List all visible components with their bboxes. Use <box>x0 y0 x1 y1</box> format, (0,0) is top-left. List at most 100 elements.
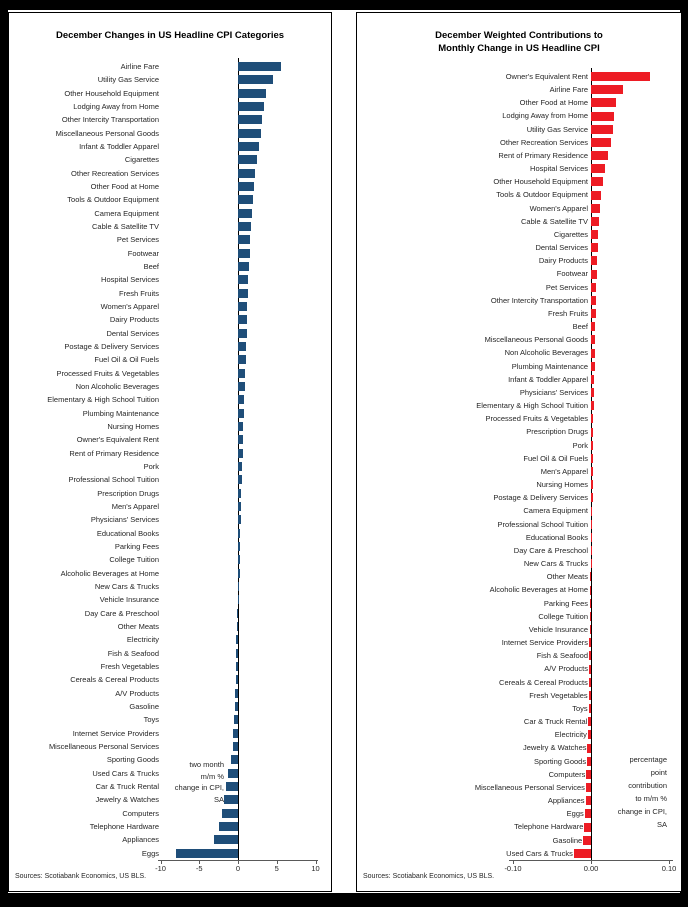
category-label: Miscellaneous Personal Goods <box>55 128 159 138</box>
category-label: Appliances <box>122 835 159 845</box>
category-label: College Tuition <box>109 555 159 565</box>
bar <box>591 309 596 319</box>
bar <box>238 302 248 312</box>
category-label: Other Recreation Services <box>500 137 588 147</box>
category-label: Fuel Oil & Oil Fuels <box>94 355 159 365</box>
bar <box>591 519 593 529</box>
x-axis-tick <box>276 860 278 864</box>
bar <box>591 322 596 332</box>
category-label: Rent of Primary Residence <box>69 448 159 458</box>
category-label: Jewelry & Watches <box>95 795 160 805</box>
category-label: Eggs <box>141 848 159 858</box>
bar <box>591 374 595 384</box>
bar <box>238 102 264 112</box>
bar <box>238 555 240 565</box>
x-axis-tick-label: 5 <box>274 864 279 873</box>
category-label: Nursing Homes <box>107 421 159 431</box>
bar <box>238 182 254 192</box>
bar <box>591 414 594 424</box>
category-label: Sporting Goods <box>533 756 587 766</box>
category-label: Postage & Delivery Services <box>493 493 588 503</box>
bar <box>591 282 597 292</box>
category-label: Owner's Equivalent Rent <box>505 72 588 81</box>
bar <box>238 395 245 405</box>
bar <box>591 361 595 371</box>
bar <box>591 124 613 134</box>
bar <box>238 168 256 178</box>
category-label: Car & Truck Rental <box>523 717 588 727</box>
category-label: Computers <box>548 769 586 779</box>
annotation-line: to m/m % <box>635 794 667 803</box>
bar <box>218 822 238 832</box>
category-label: Dairy Products <box>538 256 588 266</box>
bar <box>238 115 263 125</box>
category-label: Camera Equipment <box>523 506 588 516</box>
bar <box>591 493 593 503</box>
category-label: Day Care & Preschool <box>84 608 159 618</box>
category-label: Camera Equipment <box>94 208 159 218</box>
bar <box>588 690 591 700</box>
bar <box>232 742 238 752</box>
bar <box>591 427 594 437</box>
category-label: Postage & Delivery Services <box>64 341 159 351</box>
x-axis-tick <box>160 860 162 864</box>
category-label: Elementary & High School Tuition <box>47 395 159 405</box>
bar <box>238 75 273 85</box>
category-label: Used Cars & Trucks <box>92 768 159 778</box>
bar <box>589 638 591 648</box>
annotation-line: change in CPI, <box>617 807 667 816</box>
bar <box>591 295 597 305</box>
bar <box>236 648 238 658</box>
bar <box>238 235 250 245</box>
category-label: Fish & Seafood <box>107 648 159 658</box>
bar <box>585 796 591 806</box>
bar <box>238 62 281 72</box>
category-label: Elementary & High School Tuition <box>476 401 588 411</box>
category-label: Professional School Tuition <box>68 475 159 485</box>
x-axis-tick-label: -0.10 <box>504 864 522 873</box>
category-label: Beef <box>143 261 159 271</box>
category-label: Cigarettes <box>553 229 588 239</box>
category-label: Computers <box>122 808 159 818</box>
category-label: Other Household Equipment <box>493 177 588 187</box>
category-label: Plumbing Maintenance <box>511 361 588 371</box>
x-axis-tick <box>591 860 592 864</box>
category-label: Sporting Goods <box>106 755 159 765</box>
category-label: Dairy Products <box>109 315 159 325</box>
category-label: Vehicle Insurance <box>528 624 588 634</box>
category-label: Infant & Toddler Apparel <box>79 141 159 151</box>
bar <box>213 835 238 845</box>
bar <box>591 98 616 108</box>
bar <box>238 382 245 392</box>
bar <box>586 769 591 779</box>
category-label: Beef <box>572 322 588 332</box>
bar <box>238 208 252 218</box>
bar <box>591 137 612 147</box>
category-label: Lodging Away from Home <box>73 101 159 111</box>
category-label: Plumbing Maintenance <box>82 408 159 418</box>
category-label: Pet Services <box>545 282 588 292</box>
category-label: Alcoholic Beverages at Home <box>60 568 159 578</box>
category-label: Gasoline <box>129 701 159 711</box>
bar <box>234 702 238 712</box>
bar <box>238 515 241 525</box>
bar <box>590 585 591 595</box>
category-label: Cereals & Cereal Products <box>499 677 588 687</box>
annotation-line: point <box>650 768 667 777</box>
bar <box>591 546 592 556</box>
category-label: Toys <box>572 703 588 713</box>
category-label: Airline Fare <box>120 62 159 71</box>
bar <box>236 635 238 645</box>
bar <box>238 462 243 472</box>
bar <box>238 422 244 432</box>
bar <box>238 328 247 338</box>
bar <box>590 572 591 582</box>
category-label: Utility Gas Service <box>526 124 588 134</box>
bar <box>573 848 591 858</box>
bar <box>238 288 249 298</box>
zero-axis-line <box>238 58 239 860</box>
bar <box>591 269 597 279</box>
bar <box>591 216 599 226</box>
chart-title-line: December Changes in US Headline CPI Cate… <box>55 30 285 41</box>
x-axis-tick-label: -5 <box>195 864 203 873</box>
